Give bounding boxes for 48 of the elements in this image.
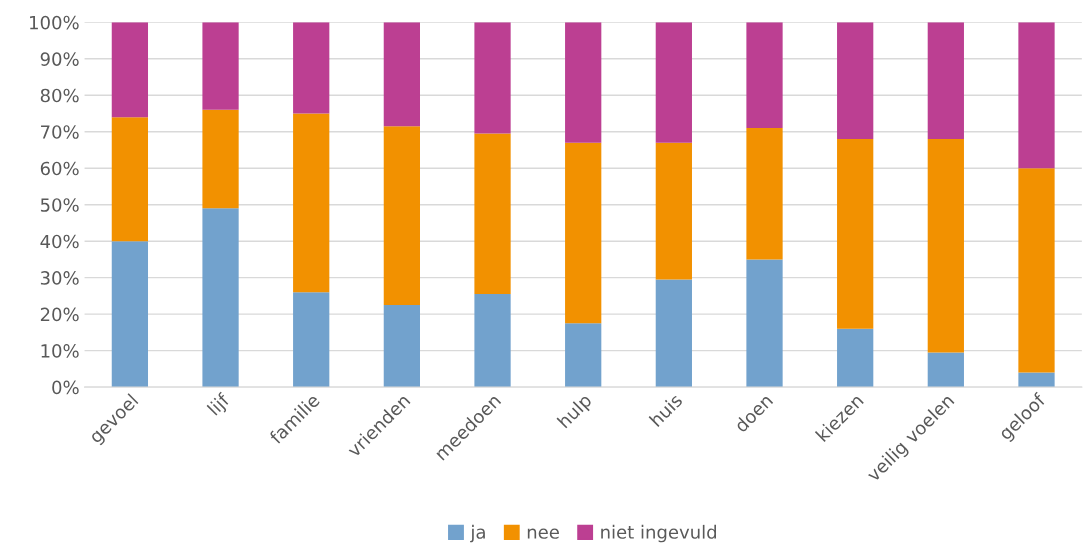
- y-tick-label: 100%: [30, 15, 79, 30]
- bar: [927, 22, 964, 140]
- bar: [1018, 372, 1055, 388]
- bar: [1018, 168, 1055, 373]
- bar: [746, 22, 783, 129]
- bar: [474, 133, 511, 295]
- bar: [565, 142, 602, 324]
- y-tick-label: 90%: [40, 52, 79, 66]
- bar: [746, 128, 783, 260]
- bar: [111, 241, 149, 388]
- legend-label: niet ingevuld: [601, 524, 716, 543]
- y-tick-label: 30%: [40, 271, 79, 285]
- bar: [565, 22, 602, 143]
- bar: [293, 22, 330, 114]
- y-tick-label: 0%: [52, 380, 79, 395]
- bar: [293, 113, 330, 293]
- bar: [565, 323, 602, 388]
- bar: [655, 22, 692, 143]
- bar: [383, 305, 420, 388]
- y-tick-label: 40%: [40, 234, 79, 249]
- bar: [837, 328, 874, 388]
- bar: [202, 109, 239, 209]
- y-tick-label: 60%: [40, 161, 79, 176]
- legend-label: ja: [470, 524, 485, 543]
- bar: [383, 22, 420, 127]
- bar: [111, 22, 149, 118]
- bar: [837, 139, 874, 329]
- bar: [293, 292, 330, 388]
- y-tick-label: 20%: [40, 307, 79, 322]
- bar: [474, 22, 511, 134]
- bar: [837, 22, 874, 140]
- y-tick-label: 70%: [41, 125, 79, 139]
- x-tick-label: lijf: [206, 391, 234, 419]
- y-tick-label: 80%: [40, 88, 79, 103]
- bar: [1018, 22, 1055, 169]
- bar: [383, 126, 420, 306]
- bar: [202, 208, 239, 388]
- y-tick-label: 50%: [40, 198, 79, 212]
- bar: [111, 117, 149, 242]
- bar: [202, 22, 239, 110]
- bar: [655, 279, 692, 388]
- bar: [655, 142, 692, 280]
- bar: [746, 259, 783, 388]
- bar: [927, 139, 964, 353]
- bar: [927, 352, 964, 388]
- bar: [474, 294, 511, 388]
- legend-label: nee: [527, 528, 559, 539]
- y-tick-label: 10%: [41, 344, 79, 358]
